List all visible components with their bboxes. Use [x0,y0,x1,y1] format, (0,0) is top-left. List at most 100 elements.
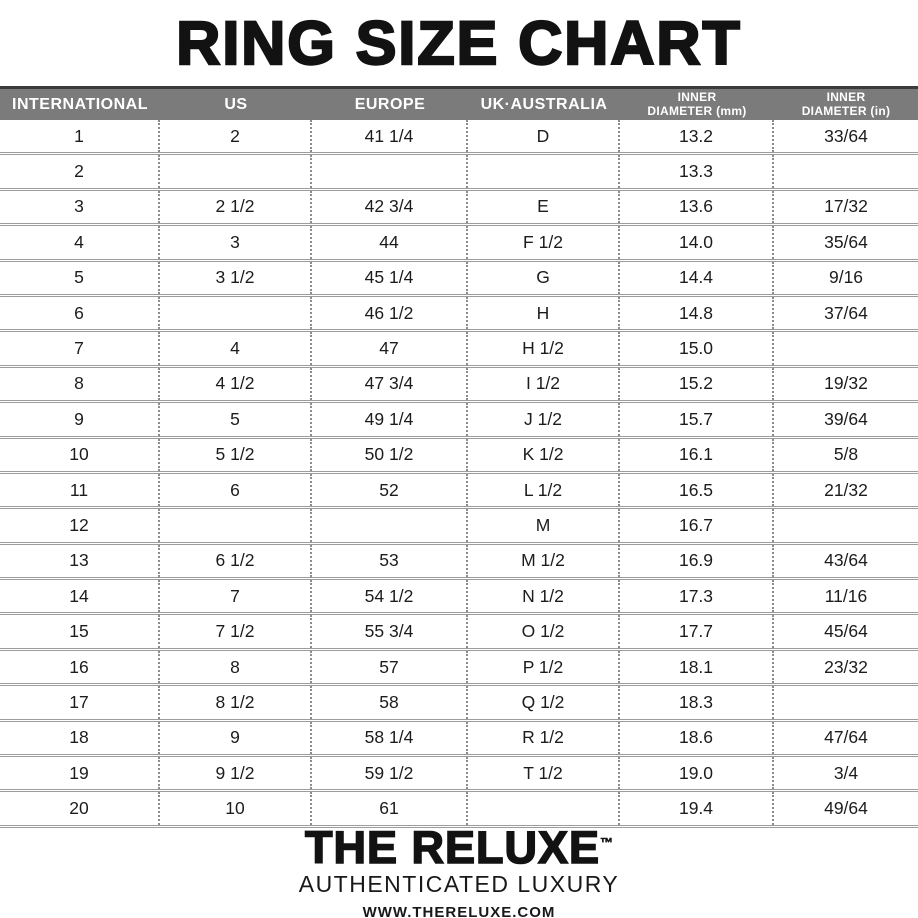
table-cell: 3/4 [833,762,859,783]
table-cell: 7 1/2 [160,615,312,648]
table-cell: 14.8 [620,296,774,330]
table-cell: 17.7 [620,615,774,648]
table-cell: D [468,120,620,153]
table-cell: 9/16 [828,267,864,288]
table-cell: 53 [312,544,468,578]
column-header-europe: EUROPE [354,95,426,113]
column-header-us: US [224,95,248,113]
table-cell: 2 [0,155,160,188]
table-cell: 16.5 [620,473,774,507]
table-cell: 3 [160,226,312,259]
table-cell: Q 1/2 [468,686,620,719]
table-row: 4 3 44 F 1/2 14.0 35/64 [0,226,918,262]
table-cell: 14.4 [620,261,774,294]
table-cell: 47 3/4 [312,367,468,401]
table-cell: 9 1/2 [160,757,312,790]
table-cell: 12 [0,509,160,542]
table-cell: 37/64 [824,302,868,323]
table-row: 17 8 1/2 58 Q 1/2 18.3 [0,686,918,722]
table-cell [160,509,312,542]
table-cell: 16 [0,650,160,684]
table-cell: 11/16 [824,585,868,606]
table-cell: 5 [0,261,160,294]
table-cell: 7 [0,332,160,365]
table-cell: 19.4 [620,792,774,825]
table-cell: 45 1/4 [312,261,468,294]
table-row: 9 5 49 1/4 J 1/2 15.7 39/64 [0,403,918,439]
column-header-line: INNER [677,89,717,104]
trademark-symbol: ™ [600,835,614,851]
table-cell: 2 [160,120,312,153]
table-row: 19 9 1/2 59 1/2 T 1/2 19.0 3/4 [0,757,918,793]
table-row: 18 9 58 1/4 R 1/2 18.6 47/64 [0,721,918,758]
table-cell: I 1/2 [468,367,620,401]
table-cell: 4 [0,226,160,259]
table-cell: 8 1/2 [160,686,312,719]
table-cell: 19 [0,757,160,790]
table-cell: 47/64 [824,727,868,748]
table-cell [774,686,918,718]
table-cell: 21/32 [824,479,868,500]
table-cell: F 1/2 [468,226,620,259]
table-cell: T 1/2 [468,757,620,790]
table-cell: 9 [160,721,312,755]
table-cell: 20 [0,792,160,825]
table-cell: 52 [312,473,468,507]
table-cell: 61 [312,792,468,825]
table-cell: 16.1 [620,438,774,471]
footer: THE RELUXE™ AUTHENTICATED LUXURY WWW.THE… [0,824,918,918]
table-cell: E [468,190,620,224]
table-cell: 16.9 [620,544,774,578]
table-row: 6 46 1/2 H 14.8 37/64 [0,296,918,333]
table-cell: 3 [0,190,160,224]
table-row: 13 6 1/2 53 M 1/2 16.9 43/64 [0,544,918,581]
table-cell: 13.2 [620,120,774,153]
table-cell: 15 [0,615,160,648]
table-cell: 54 1/2 [312,580,468,613]
table-cell: 41 1/4 [312,120,468,153]
brand-tagline: AUTHENTICATED LUXURY [298,871,620,898]
table-cell: 58 [312,686,468,719]
table-row: 1 2 41 1/4 D 13.2 33/64 [0,120,918,156]
table-cell: 42 3/4 [312,190,468,224]
table-row: 12 M 16.7 [0,509,918,545]
table-cell: 7 [160,580,312,613]
table-cell: 2 1/2 [160,190,312,224]
table-cell: R 1/2 [468,721,620,755]
table-cell [312,509,468,542]
table-cell: 55 3/4 [312,615,468,648]
table-row: 14 7 54 1/2 N 1/2 17.3 11/16 [0,580,918,616]
table-cell: 33/64 [824,125,868,146]
table-cell: 8 [160,650,312,684]
column-header-international: INTERNATIONAL [12,95,148,113]
table-cell: 19.0 [620,757,774,790]
column-header-inner-diameter-mm: INNER DIAMETER (mm) [620,89,774,120]
table-cell: 49 1/4 [312,403,468,436]
table-cell [160,296,312,330]
table-cell: O 1/2 [468,615,620,648]
table-row: 11 6 52 L 1/2 16.5 21/32 [0,473,918,510]
table-cell: 35/64 [824,231,868,252]
table-cell: 14.0 [620,226,774,259]
table-cell: 4 1/2 [160,367,312,401]
table-cell: 18.3 [620,686,774,719]
table-cell: 13.6 [620,190,774,224]
table-cell [312,155,468,188]
table-cell [160,155,312,188]
table-cell: 58 1/4 [312,721,468,755]
table-cell: 47 [312,332,468,365]
table-cell: 49/64 [824,798,868,819]
table-cell [774,332,918,364]
table-cell: 9 [0,403,160,436]
table-cell: M 1/2 [468,544,620,578]
table-cell: G [468,261,620,294]
column-header-inner-diameter-in: INNER DIAMETER (in) [774,89,918,120]
table-cell: J 1/2 [468,403,620,436]
table-cell: 13.3 [620,155,774,188]
table-cell: 6 [160,473,312,507]
table-cell: 10 [0,438,160,471]
